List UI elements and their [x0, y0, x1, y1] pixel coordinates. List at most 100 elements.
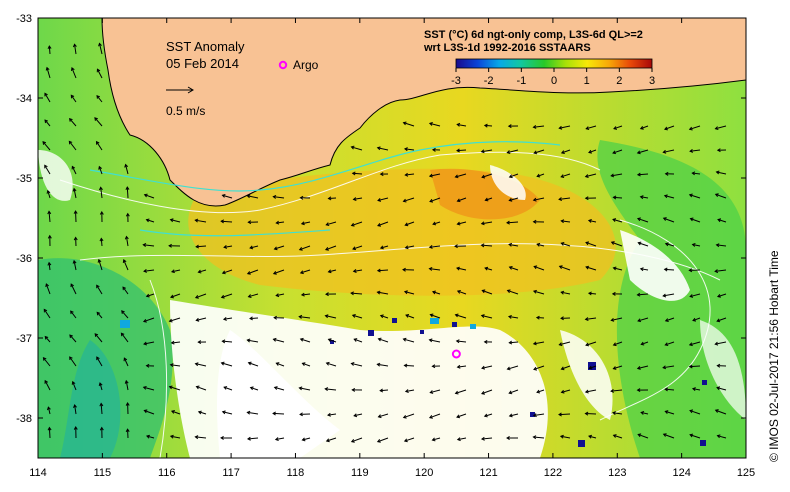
- velocity-arrow-head: [506, 150, 511, 155]
- velocity-arrow: [222, 269, 233, 274]
- velocity-arrow-head: [377, 414, 382, 419]
- velocity-arrow: [405, 314, 415, 319]
- velocity-arrow-head: [454, 244, 458, 249]
- velocity-arrow: [456, 149, 467, 152]
- velocity-arrow-head: [70, 283, 74, 288]
- velocity-arrow: [377, 221, 389, 227]
- velocity-arrow-head: [506, 436, 510, 441]
- velocity-arrow: [689, 434, 701, 439]
- velocity-arrow: [146, 293, 155, 297]
- velocity-arrow-head: [220, 361, 225, 366]
- velocity-arrow: [143, 269, 155, 272]
- velocity-arrow-head: [432, 221, 437, 226]
- velocity-arrow-head: [300, 221, 305, 226]
- velocity-arrow: [72, 381, 77, 391]
- velocity-arrow-head: [325, 222, 330, 227]
- velocity-arrow-head: [612, 266, 617, 271]
- velocity-arrow-head: [431, 437, 436, 442]
- velocity-arrow: [352, 314, 363, 319]
- velocity-arrow-head: [44, 92, 48, 97]
- velocity-arrow: [377, 363, 389, 367]
- velocity-arrow: [640, 268, 649, 271]
- velocity-arrow: [507, 149, 519, 154]
- velocity-arrow-head: [246, 271, 251, 275]
- velocity-arrow: [300, 269, 311, 274]
- velocity-arrow-head: [532, 219, 537, 224]
- velocity-arrow-head: [559, 434, 564, 439]
- velocity-arrow-head: [376, 439, 381, 443]
- velocity-arrow-head: [194, 295, 199, 299]
- velocity-arrow-head: [560, 366, 565, 371]
- velocity-arrow-head: [663, 267, 668, 272]
- velocity-arrow-head: [456, 266, 460, 271]
- velocity-arrow-head: [688, 193, 693, 198]
- velocity-arrow: [663, 293, 675, 297]
- velocity-arrow: [123, 357, 129, 367]
- velocity-arrow-head: [689, 148, 694, 153]
- velocity-arrow-head: [98, 186, 103, 191]
- velocity-arrow-head: [125, 212, 130, 217]
- velocity-arrow: [429, 122, 441, 127]
- velocity-arrow-head: [45, 283, 49, 288]
- velocity-arrow: [249, 245, 259, 249]
- velocity-arrow: [94, 117, 103, 127]
- velocity-arrow: [457, 437, 467, 441]
- velocity-arrow-head: [533, 366, 538, 371]
- velocity-arrow: [405, 173, 415, 176]
- velocity-arrow: [456, 267, 467, 271]
- velocity-arrow: [380, 315, 389, 319]
- velocity-arrow-head: [612, 434, 617, 438]
- velocity-arrow: [143, 386, 155, 391]
- velocity-arrow-head: [350, 145, 355, 150]
- velocity-arrow-head: [456, 289, 461, 294]
- velocity-arrow: [247, 339, 259, 343]
- colorbar-tick-label: 1: [584, 75, 590, 87]
- velocity-arrow-head: [428, 415, 433, 419]
- velocity-arrow-head: [506, 220, 510, 225]
- velocity-arrow-head: [47, 234, 52, 239]
- velocity-arrow-head: [352, 269, 357, 273]
- velocity-arrow-head: [715, 170, 720, 175]
- velocity-arrow: [457, 123, 467, 127]
- velocity-arrow-head: [480, 243, 485, 248]
- velocity-arrow: [585, 389, 597, 393]
- velocity-arrow: [195, 219, 207, 223]
- velocity-arrow-head: [613, 126, 618, 130]
- velocity-arrow: [44, 380, 51, 391]
- velocity-arrow-head: [560, 219, 565, 224]
- velocity-arrow-head: [484, 197, 489, 202]
- velocity-arrow: [248, 362, 259, 367]
- velocity-arrow-head: [350, 362, 355, 366]
- velocity-arrow: [96, 312, 103, 319]
- velocity-arrow-head: [636, 217, 641, 222]
- velocity-arrow-head: [376, 362, 381, 367]
- velocity-arrow: [70, 95, 77, 103]
- map-date: 05 Feb 2014: [166, 56, 239, 71]
- velocity-arrow-head: [428, 338, 433, 343]
- velocity-arrow-head: [273, 315, 278, 320]
- velocity-arrow: [273, 269, 285, 275]
- velocity-arrow-head: [585, 241, 590, 246]
- velocity-arrow: [537, 243, 545, 247]
- plot-frame: [37, 17, 747, 459]
- velocity-arrow: [586, 125, 597, 130]
- velocity-arrow-head: [584, 389, 589, 394]
- velocity-arrow: [74, 404, 77, 415]
- velocity-arrow-head: [125, 402, 130, 406]
- velocity-arrow-head: [585, 126, 590, 131]
- velocity-arrow: [44, 119, 51, 127]
- velocity-arrow-head: [352, 197, 357, 201]
- velocity-arrow-head: [46, 406, 51, 411]
- velocity-arrow: [663, 149, 675, 153]
- velocity-arrow-head: [221, 193, 226, 198]
- velocity-arrow: [481, 389, 493, 395]
- velocity-arrow: [717, 293, 727, 298]
- velocity-arrow-head: [716, 318, 721, 323]
- velocity-arrow: [663, 217, 675, 223]
- velocity-arrow: [533, 197, 545, 201]
- velocity-arrow-head: [353, 338, 358, 342]
- velocity-arrow: [70, 310, 77, 319]
- velocity-arrow: [534, 149, 545, 154]
- velocity-arrow: [717, 219, 727, 223]
